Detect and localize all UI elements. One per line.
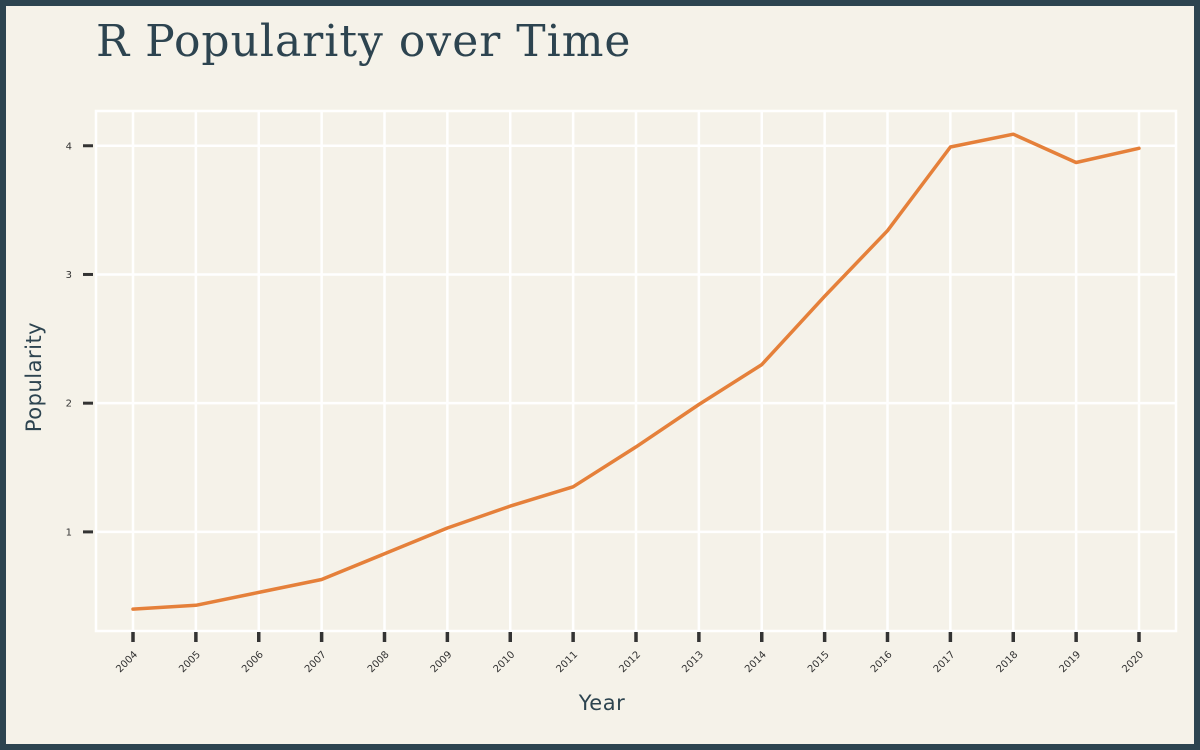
x-tick-label: 2013 xyxy=(680,649,706,675)
y-tick-label: 4 xyxy=(66,141,72,152)
x-tick-label: 2020 xyxy=(1120,649,1146,675)
series-layer xyxy=(131,132,1141,611)
x-tick-label: 2012 xyxy=(617,649,643,675)
x-tick-label: 2014 xyxy=(743,649,769,675)
x-axis-title: Year xyxy=(578,691,625,715)
y-tick-label: 1 xyxy=(66,527,72,538)
chart-title: R Popularity over Time xyxy=(96,16,632,67)
x-tick-label: 2007 xyxy=(303,649,329,675)
chart-frame: R Popularity over Time 1 2 3 4 2004 2005 2006 2… xyxy=(6,6,1194,744)
y-axis-title: Popularity xyxy=(22,322,46,432)
x-tick-label: 2011 xyxy=(554,649,580,675)
x-tick-label: 2015 xyxy=(806,649,832,675)
line-chart: 1 2 3 4 2004 2005 2006 2007 2008 2009 2010 2011 2012… xyxy=(22,109,1178,715)
x-tick-label: 2019 xyxy=(1057,649,1083,675)
x-tick-label: 2016 xyxy=(869,649,895,675)
x-tick-label: 2008 xyxy=(366,649,392,675)
x-tick-label: 2010 xyxy=(492,649,518,675)
grid-lines xyxy=(94,109,1178,633)
y-tick-label: 2 xyxy=(66,399,72,410)
y-tick-label: 3 xyxy=(66,270,72,281)
x-tick-label: 2018 xyxy=(995,649,1021,675)
x-tick-label: 2009 xyxy=(429,649,455,675)
series-line xyxy=(131,132,1141,611)
x-tick-label: 2017 xyxy=(932,649,958,675)
x-tick-label: 2004 xyxy=(114,649,140,675)
x-tick-label: 2005 xyxy=(177,649,203,675)
axes: 1 2 3 4 2004 2005 2006 2007 2008 2009 2010 2011 2012… xyxy=(66,141,1146,675)
x-tick-label: 2006 xyxy=(240,649,266,675)
